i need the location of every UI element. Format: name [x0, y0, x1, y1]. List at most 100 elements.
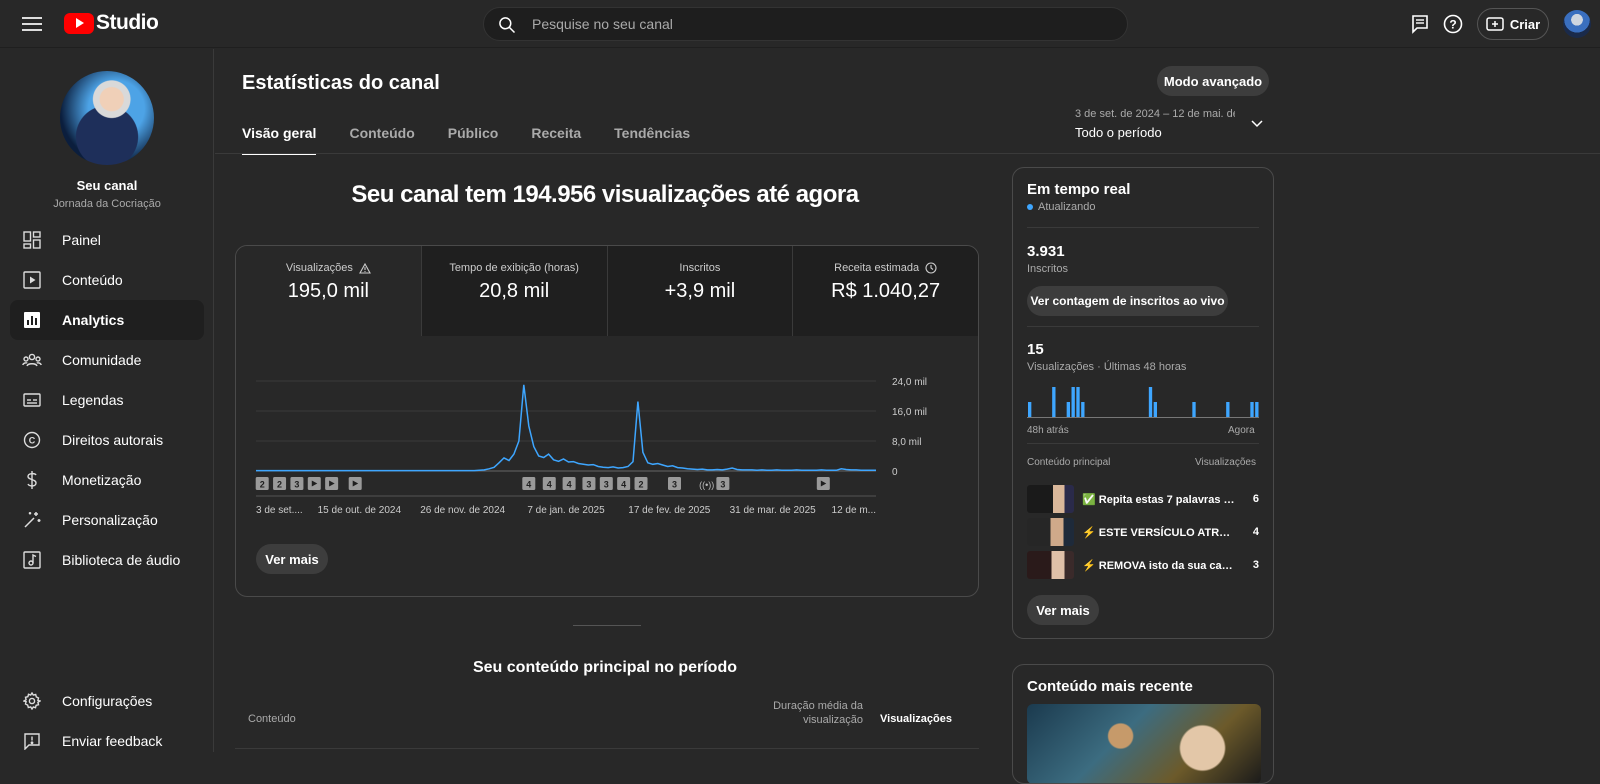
- magic-wand-icon: [22, 510, 42, 530]
- upload-count-marker[interactable]: [617, 477, 631, 490]
- realtime-bar: [1071, 387, 1075, 417]
- copyright-icon: C: [22, 430, 42, 450]
- sidebar-item-enviar-feedback[interactable]: Enviar feedback: [10, 721, 204, 761]
- sidebar-item-label: Configurações: [62, 693, 153, 709]
- top-content-row[interactable]: ⚡ REMOVA isto da sua casa ... 3: [1027, 550, 1259, 580]
- live-subscriber-count-button[interactable]: Ver contagem de inscritos ao vivo: [1027, 286, 1228, 316]
- sidebar-item-painel[interactable]: Painel: [10, 220, 204, 260]
- marker-count: 2: [639, 480, 644, 490]
- views-48h-count: 15: [1027, 341, 1044, 358]
- upload-count-marker[interactable]: [634, 477, 648, 490]
- table-header-avg-duration[interactable]: Duração média da visualização: [773, 700, 863, 726]
- video-thumbnail: [1027, 518, 1074, 546]
- tab-conteudo[interactable]: Conteúdo: [349, 125, 415, 141]
- x-tick-label: 12 de m...: [832, 505, 876, 516]
- upload-count-marker[interactable]: [255, 477, 269, 490]
- marker-count: 3: [604, 480, 609, 490]
- upload-count-marker[interactable]: [716, 477, 730, 490]
- recent-content-card: Conteúdo mais recente: [1012, 664, 1274, 784]
- table-header-views[interactable]: Visualizações: [880, 713, 952, 725]
- metric-label: Visualizações: [285, 262, 353, 274]
- live-dot-icon: [1027, 204, 1033, 210]
- sidebar-item-label: Biblioteca de áudio: [62, 552, 181, 568]
- realtime-see-more-button[interactable]: Ver mais: [1027, 595, 1099, 625]
- upload-count-marker[interactable]: [522, 477, 536, 490]
- gear-icon: [22, 691, 42, 711]
- sidebar-item-legendas[interactable]: Legendas: [10, 380, 204, 420]
- top-content-row[interactable]: ⚡ ESTE VERSÍCULO ATRAI R... 4: [1027, 517, 1259, 547]
- upload-count-marker[interactable]: [582, 477, 596, 490]
- upload-count-marker[interactable]: [562, 477, 576, 490]
- tab-tendencias[interactable]: Tendências: [614, 125, 691, 141]
- help-icon[interactable]: ?: [1441, 12, 1465, 36]
- subscribers-count: 3.931: [1027, 243, 1065, 260]
- comments-icon[interactable]: [1408, 12, 1432, 36]
- sidebar-item-label: Monetização: [62, 472, 142, 488]
- sidebar-item-personalizacao[interactable]: Personalização: [10, 500, 204, 540]
- metric-label: Receita estimada: [834, 262, 920, 274]
- dollar-icon: [22, 470, 42, 490]
- see-more-button[interactable]: Ver mais: [256, 544, 328, 574]
- channel-name: Seu canal: [76, 178, 138, 193]
- date-range-selector[interactable]: 3 de set. de 2024 – 12 de mai. de 2025 T…: [1075, 108, 1285, 140]
- subtitles-icon: [22, 390, 42, 410]
- views-48h-bar-chart: [1027, 387, 1259, 418]
- metric-value: 20,8 mil: [479, 280, 550, 302]
- sidebar-item-conteudo[interactable]: Conteúdo: [10, 260, 204, 300]
- sidebar-item-comunidade[interactable]: Comunidade: [10, 340, 204, 380]
- metric-subscribers[interactable]: Inscritos +3,9 mil: [606, 246, 793, 336]
- realtime-bar: [1066, 402, 1070, 417]
- create-label: Criar: [1509, 16, 1541, 32]
- video-views: 4: [1252, 526, 1259, 538]
- advanced-mode-button[interactable]: Modo avançado: [1157, 66, 1269, 96]
- sidebar-item-label: Analytics: [62, 312, 125, 328]
- top-content-row[interactable]: ✅ Repita estas 7 palavras di... 6: [1027, 484, 1259, 514]
- metric-tabs: Visualizações 195,0 mil Tempo de exibiçã…: [236, 246, 978, 336]
- realtime-status: Atualizando: [1027, 201, 1096, 213]
- create-button[interactable]: Criar: [1477, 8, 1549, 40]
- realtime-bar: [1148, 387, 1153, 417]
- channel-avatar[interactable]: [60, 71, 154, 165]
- sidebar-item-analytics[interactable]: Analytics: [10, 300, 204, 340]
- table-header-content: Conteúdo: [248, 713, 296, 725]
- play-icon: [352, 480, 359, 487]
- video-title: Repita estas 7 palavras di...: [1098, 493, 1236, 506]
- search-input[interactable]: [532, 8, 1112, 40]
- tab-visao-geral[interactable]: Visão geral: [242, 125, 317, 155]
- realtime-bar: [1250, 402, 1254, 417]
- upload-count-marker[interactable]: [542, 477, 556, 490]
- tab-publico[interactable]: Público: [447, 125, 499, 141]
- divider: [1027, 326, 1259, 327]
- tab-receita[interactable]: Receita: [531, 125, 582, 141]
- metric-revenue[interactable]: Receita estimada R$ 1.040,27: [792, 246, 978, 336]
- metric-watch-time[interactable]: Tempo de exibição (horas) 20,8 mil: [420, 246, 607, 336]
- youtube-studio-logo[interactable]: Studio: [64, 11, 159, 35]
- live-marker-icon[interactable]: ((•)): [699, 480, 714, 490]
- create-video-icon: [1486, 17, 1504, 31]
- account-avatar[interactable]: [1563, 10, 1591, 38]
- x-tick-label: 31 de mar. de 2025: [730, 505, 817, 516]
- feedback-icon: [22, 731, 42, 751]
- marker-count: 4: [621, 480, 626, 490]
- recent-video-thumbnail[interactable]: [1027, 704, 1261, 783]
- sidebar-item-configuracoes[interactable]: Configurações: [10, 681, 204, 721]
- tabs: Visão geral Conteúdo Público Receita Ten…: [242, 125, 690, 155]
- title-prefix: ⚡: [1082, 526, 1096, 539]
- sidebar-item-direitos-autorais[interactable]: C Direitos autorais: [10, 420, 204, 460]
- sidebar-item-monetizacao[interactable]: Monetização: [10, 460, 204, 500]
- date-range-label: Todo o período: [1075, 125, 1162, 140]
- metric-views[interactable]: Visualizações 195,0 mil: [236, 246, 421, 336]
- main-content: Estatísticas do canal Modo avançado 3 de…: [215, 49, 1600, 784]
- search-icon[interactable]: [497, 15, 517, 35]
- metric-label: Tempo de exibição (horas): [449, 262, 579, 274]
- upload-count-marker[interactable]: [273, 477, 287, 490]
- sidebar-item-label: Personalização: [62, 512, 158, 528]
- video-views: 3: [1252, 559, 1259, 571]
- upload-count-marker[interactable]: [290, 477, 304, 490]
- upload-count-marker[interactable]: [668, 477, 681, 490]
- play-icon: [311, 480, 318, 487]
- views-48h-label: Visualizações · Últimas 48 horas: [1027, 361, 1187, 373]
- upload-count-marker[interactable]: [599, 477, 613, 490]
- sidebar-item-biblioteca-de-audio[interactable]: Biblioteca de áudio: [10, 540, 204, 580]
- menu-icon[interactable]: [22, 14, 42, 34]
